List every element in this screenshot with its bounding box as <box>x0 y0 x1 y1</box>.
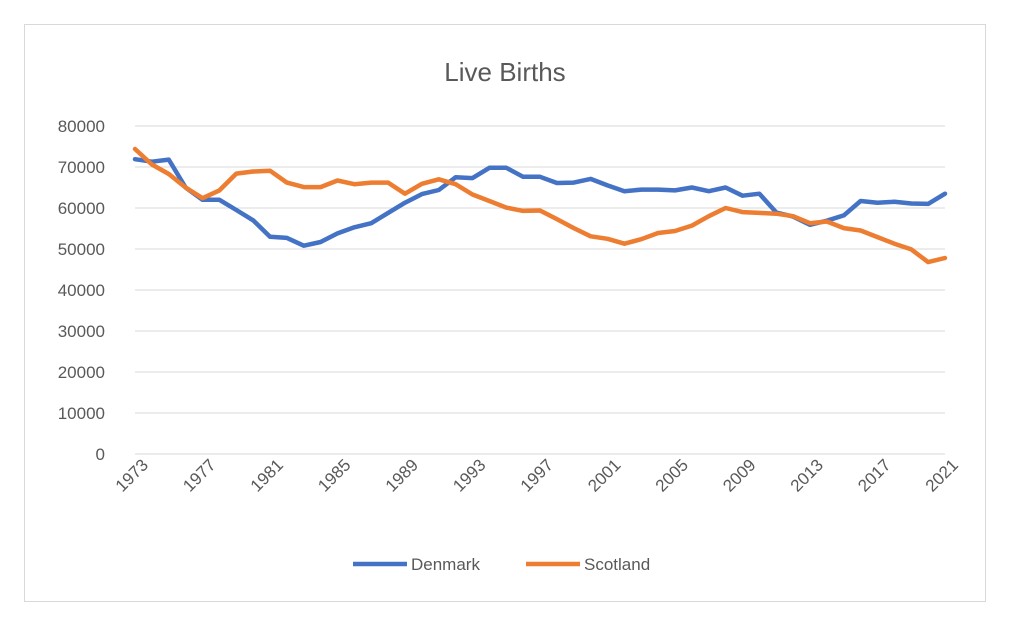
y-axis-ticks: 0 10000 20000 30000 40000 50000 60000 70000 8000… <box>58 117 105 464</box>
y-tick-label: 40000 <box>58 281 105 300</box>
legend-label: Scotland <box>584 555 650 574</box>
x-tick-label: 2005 <box>652 455 692 495</box>
legend-label: Denmark <box>411 555 480 574</box>
gridlines <box>135 125 945 455</box>
y-tick-label: 10000 <box>58 404 105 423</box>
legend: Denmark Scotland <box>353 555 650 574</box>
x-tick-label: 2001 <box>584 455 624 495</box>
x-tick-label: 2021 <box>922 455 962 495</box>
x-tick-label: 1977 <box>179 455 219 495</box>
series-line-scotland <box>132 146 948 265</box>
x-tick-label: 1981 <box>247 455 287 495</box>
y-tick-label: 30000 <box>58 322 105 341</box>
chart-frame: Live Births 0 10000 20000 30000 40000 50000 60… <box>24 24 986 602</box>
line-chart: Live Births 0 10000 20000 30000 40000 50000 60… <box>58 57 962 574</box>
x-tick-label: 1997 <box>517 455 557 495</box>
x-tick-label: 1985 <box>314 455 354 495</box>
y-tick-label: 0 <box>96 445 105 464</box>
y-tick-label: 60000 <box>58 199 105 218</box>
x-axis-ticks: 1973 1977 1981 1985 1989 1993 1997 2001 2005 2009… <box>112 455 962 495</box>
x-tick-label: 1973 <box>112 455 152 495</box>
chart-title: Live Births <box>444 57 565 87</box>
y-tick-label: 20000 <box>58 363 105 382</box>
x-tick-label: 1989 <box>382 455 422 495</box>
y-tick-label: 80000 <box>58 117 105 136</box>
y-tick-label: 50000 <box>58 240 105 259</box>
x-tick-label: 2009 <box>719 455 759 495</box>
y-tick-label: 70000 <box>58 158 105 177</box>
x-tick-label: 2013 <box>787 455 827 495</box>
x-tick-label: 2017 <box>854 455 894 495</box>
x-tick-label: 1993 <box>449 455 489 495</box>
series-lines <box>132 146 948 265</box>
